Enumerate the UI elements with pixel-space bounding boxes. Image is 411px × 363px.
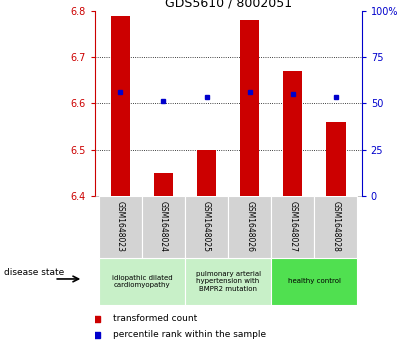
Text: GSM1648026: GSM1648026 [245,201,254,252]
Bar [240,20,259,196]
Text: GSM1648025: GSM1648025 [202,201,211,252]
Bar [99,258,185,305]
Text: GSM1648023: GSM1648023 [116,201,125,252]
Bar [271,196,314,258]
Bar [283,71,302,196]
Title: GDS5610 / 8002051: GDS5610 / 8002051 [164,0,292,10]
Text: percentile rank within the sample: percentile rank within the sample [113,330,266,339]
Bar [154,173,173,196]
Text: idiopathic dilated
cardiomyopathy: idiopathic dilated cardiomyopathy [112,274,172,288]
Bar [314,196,358,258]
Bar [111,16,130,196]
Bar [185,258,271,305]
Text: GSM1648027: GSM1648027 [288,201,297,252]
Bar [142,196,185,258]
Bar [99,196,142,258]
Bar [228,196,271,258]
Bar [185,196,228,258]
Bar [326,122,346,196]
Text: healthy control: healthy control [288,278,341,284]
Text: disease state: disease state [4,268,65,277]
Text: transformed count: transformed count [113,314,197,323]
Text: GSM1648028: GSM1648028 [331,201,340,252]
Text: pulmonary arterial
hypertension with
BMPR2 mutation: pulmonary arterial hypertension with BMP… [196,271,261,292]
Text: GSM1648024: GSM1648024 [159,201,168,252]
Bar [197,150,216,196]
Bar [271,258,358,305]
